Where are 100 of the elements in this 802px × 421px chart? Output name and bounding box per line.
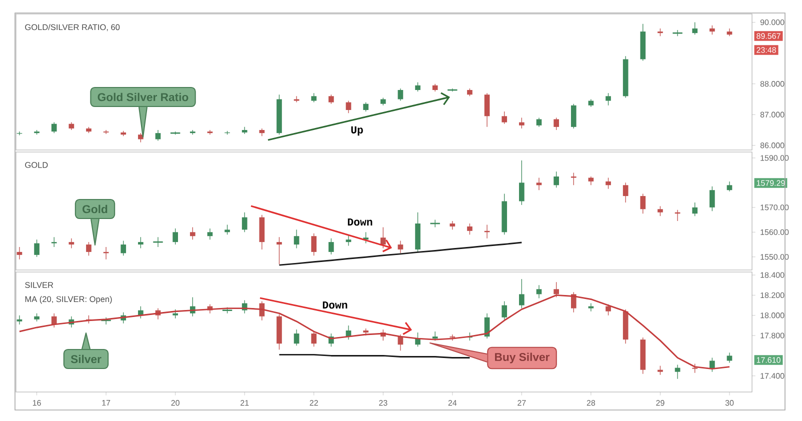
line-series — [278, 242, 522, 266]
candlestick — [692, 363, 698, 374]
candlestick — [294, 229, 300, 249]
candlestick — [172, 228, 178, 245]
annotation: Gold Silver Ratio — [98, 92, 188, 102]
candlestick — [484, 313, 490, 339]
y-tick-label: 1570.00 — [760, 204, 789, 210]
candlestick — [155, 130, 161, 142]
x-tick-label: 22 — [310, 400, 318, 406]
candlestick — [502, 193, 508, 235]
candlestick — [622, 182, 628, 203]
candlestick — [207, 130, 213, 135]
candlestick — [34, 239, 40, 258]
candlestick — [658, 206, 663, 216]
candlestick — [346, 100, 352, 114]
candlestick — [467, 223, 472, 235]
candlestick — [606, 177, 611, 190]
candlestick — [710, 357, 715, 372]
x-tick-label: 30 — [725, 400, 734, 406]
candlestick — [588, 302, 594, 312]
y-tick-label: 1590.00 — [760, 155, 789, 161]
y-tick-label: 17.800 — [760, 332, 784, 338]
y-tick-label: 1560.00 — [760, 229, 789, 235]
x-tick-label: 20 — [171, 400, 180, 406]
candlestick — [328, 94, 334, 104]
candlestick — [172, 308, 178, 319]
annotation: Down — [322, 301, 348, 309]
y-tick-label: 18.200 — [760, 292, 784, 298]
candlestick — [502, 300, 508, 320]
candlestick — [138, 236, 144, 249]
candlestick — [519, 278, 524, 309]
y-tick-label: 88.000 — [760, 81, 784, 87]
candlestick — [692, 202, 698, 216]
candlestick — [120, 240, 126, 256]
candlestick — [311, 92, 317, 103]
text: GOLD — [25, 162, 48, 168]
candlestick — [16, 315, 22, 325]
y-tick-label: 87.000 — [760, 112, 784, 118]
x-tick-label: 29 — [656, 400, 664, 406]
candlestick — [294, 329, 300, 346]
candlestick — [710, 186, 715, 212]
candlestick — [311, 233, 317, 256]
candlestick — [398, 240, 404, 254]
candlestick — [103, 130, 109, 134]
x-tick-label: 16 — [32, 400, 41, 406]
candlestick — [259, 300, 265, 321]
candlestick — [640, 193, 646, 214]
candlestick — [519, 117, 524, 129]
candlestick — [51, 122, 57, 134]
y-tick-label: 18.400 — [760, 272, 784, 278]
candlestick — [328, 238, 334, 255]
candlestick — [224, 224, 230, 235]
candlestick — [554, 282, 559, 298]
candlestick — [86, 242, 92, 256]
candlestick — [363, 232, 368, 244]
annotation: Gold — [82, 204, 108, 214]
y-tick-label: 17.400 — [760, 373, 784, 379]
candlestick — [536, 284, 542, 299]
candlestick — [294, 96, 300, 103]
text: GOLD/SILVER RATIO, 60 — [25, 24, 120, 32]
candlestick — [674, 364, 680, 380]
line-series — [18, 294, 730, 370]
text: 1579.29 — [756, 180, 785, 186]
candlestick — [415, 212, 420, 252]
y-tick-label: 18.000 — [760, 312, 784, 318]
candlestick — [276, 314, 282, 350]
candlestick — [276, 94, 282, 135]
candlestick — [51, 313, 57, 328]
candlestick — [570, 104, 576, 129]
annotation: Silver — [70, 354, 102, 364]
x-tick-label: 24 — [448, 400, 457, 406]
candlestick — [363, 102, 368, 112]
candlestick — [536, 177, 542, 190]
y-tick-label: 86.000 — [760, 142, 784, 148]
candlestick — [242, 212, 248, 232]
candlestick — [622, 308, 628, 344]
x-tick-label: 27 — [518, 400, 526, 406]
candlestick — [554, 117, 559, 130]
candlestick — [190, 226, 196, 240]
candlestick — [207, 228, 213, 240]
candlestick — [415, 82, 420, 92]
candlestick — [502, 111, 508, 124]
candlestick — [276, 236, 282, 265]
candlestick — [640, 337, 646, 374]
candlestick — [68, 238, 74, 249]
x-tick-label: 17 — [102, 400, 110, 406]
candlestick — [380, 226, 386, 249]
text: MA (20, SILVER: Open) — [25, 296, 112, 304]
annotation: Down — [348, 218, 372, 226]
candlestick — [484, 92, 490, 128]
y-tick-label: 90.000 — [760, 19, 784, 26]
candlestick — [692, 22, 698, 35]
candlestick — [726, 181, 732, 192]
candlestick — [16, 246, 22, 260]
candlestick — [622, 56, 628, 98]
annotation: Up — [351, 126, 363, 136]
text: SILVER — [25, 282, 54, 288]
x-tick-label: 23 — [379, 400, 388, 406]
text: 23:48 — [756, 47, 776, 53]
candlestick — [658, 365, 663, 376]
